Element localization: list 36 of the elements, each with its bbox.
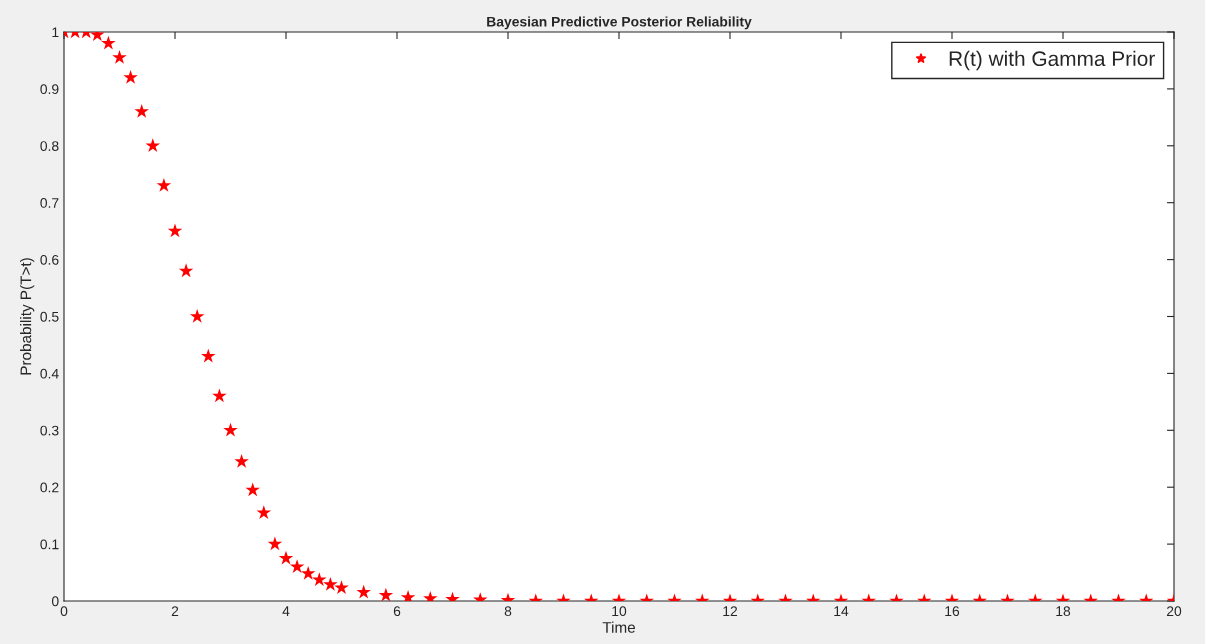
y-tick-label: 0.9	[40, 84, 59, 95]
y-tick-label: 0.7	[40, 198, 59, 208]
x-tick-label: 14	[834, 606, 849, 616]
point	[178, 263, 194, 278]
y-axis-title: Probability P(T>t)	[20, 258, 35, 375]
chart-title: Bayesian Predictive Posterior Reliability	[487, 16, 752, 30]
point	[167, 223, 183, 238]
x-tick-label: 4	[282, 606, 290, 616]
point	[212, 388, 227, 403]
y-tick-label: 0.8	[40, 141, 59, 151]
legend-label: R(t) with Gamma Prior	[949, 50, 1155, 71]
point	[201, 348, 216, 363]
point	[156, 178, 172, 192]
x-tick-label: 8	[504, 606, 512, 617]
y-tick-label: 0.3	[40, 425, 59, 436]
y-tick-label: 0.4	[40, 368, 59, 379]
point	[145, 138, 161, 152]
point	[234, 453, 249, 468]
y-tick-label: 1	[52, 27, 59, 38]
x-tick-label: 2	[171, 606, 179, 616]
y-tick-label: 0.6	[40, 254, 59, 265]
x-tick-label: 6	[393, 606, 401, 617]
x-tick-label: 10	[612, 606, 627, 617]
x-tick-label: 16	[945, 606, 960, 617]
x-tick-label: 0	[60, 606, 68, 617]
y-tick-label: 0.5	[40, 311, 59, 322]
point	[223, 422, 238, 437]
point	[400, 589, 416, 601]
point	[189, 308, 205, 323]
x-tick-label: 12	[723, 606, 738, 616]
x-axis-title: Time	[602, 621, 636, 633]
x-tick-label: 20	[1166, 606, 1182, 617]
y-tick-label: 0.2	[40, 482, 59, 493]
y-tick-label: 0	[51, 596, 59, 607]
y-tick-label: 0.1	[40, 539, 59, 550]
x-tick-label: 18	[1056, 606, 1071, 617]
